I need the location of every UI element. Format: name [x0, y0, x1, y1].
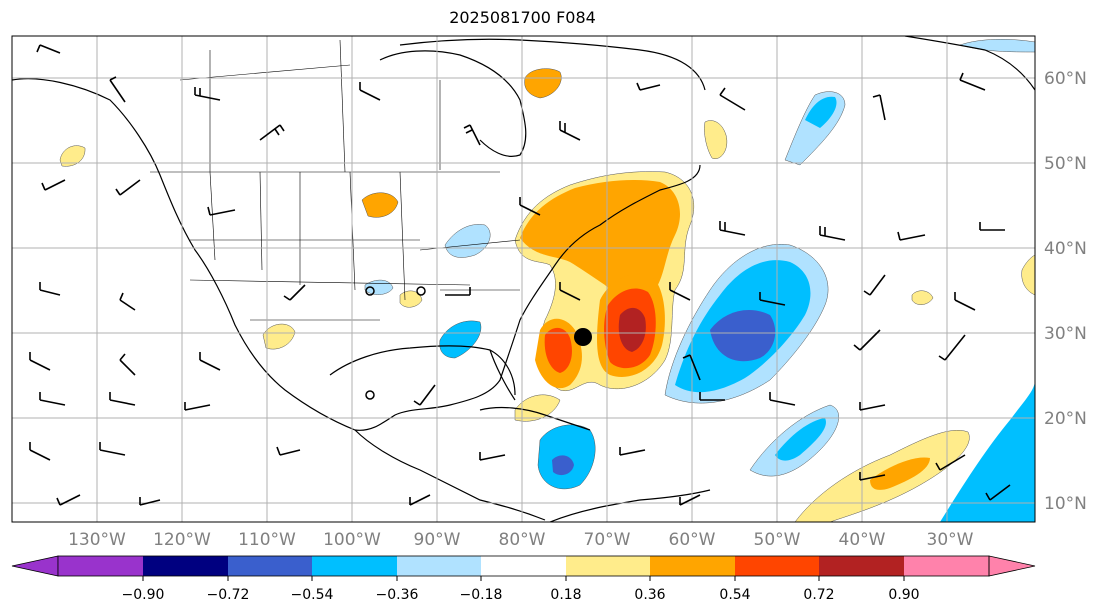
- coastlines: [12, 36, 1035, 522]
- coast-arctic: [399, 38, 706, 91]
- lat-label: 50°N: [1044, 154, 1087, 174]
- coast-cuba: [479, 406, 591, 431]
- colorbar-tick-label: 0.72: [803, 587, 834, 603]
- pos-region-edge: [1021, 254, 1035, 296]
- colorbar-extend-high: [988, 555, 1036, 577]
- colorbar-tick-label: −0.72: [207, 587, 250, 603]
- colorbar-swatch: [735, 556, 819, 576]
- pos-region-hudson: [524, 68, 562, 99]
- colorbar-swatch: [143, 556, 228, 576]
- lon-label: 30°W: [927, 530, 974, 550]
- colorbar-swatch: [228, 556, 312, 576]
- pos-region-gulf-strong: [544, 327, 572, 373]
- lon-label: 110°W: [238, 530, 296, 550]
- neg-region-southeast-us: [439, 320, 482, 359]
- colorbar-tick-label: 0.36: [634, 587, 665, 603]
- colorbar-swatch: [819, 556, 904, 576]
- pos-region-core-dark: [618, 307, 646, 352]
- pos-region-northeast-med: [520, 180, 680, 297]
- lat-label: 40°N: [1044, 239, 1087, 259]
- open-circle-marker: [365, 286, 375, 296]
- neg-region-east-med: [775, 418, 826, 461]
- lon-label: 40°W: [839, 530, 886, 550]
- gridlines: [12, 36, 1035, 522]
- colorbar-swatch: [650, 556, 735, 576]
- wind-barbs: [29, 44, 1011, 506]
- colorbar-swatch: [566, 556, 650, 576]
- neg-region-north-med: [805, 96, 837, 128]
- colorbar-tick-label: 0.90: [888, 587, 919, 603]
- coast-gulf: [329, 345, 516, 396]
- coast-hudson: [379, 50, 527, 157]
- lat-label: 10°N: [1044, 494, 1087, 514]
- coast-greenland: [904, 36, 1035, 91]
- neg-region-southeast: [940, 380, 1035, 522]
- lon-label: 60°W: [669, 530, 716, 550]
- latitude-axis: 60°N 50°N 40°N 30°N 20°N 10°N: [1044, 69, 1087, 514]
- colorbar-frame: [57, 555, 990, 577]
- pos-region-southeast-med: [870, 457, 930, 490]
- map-title: 2025081700 F084: [449, 8, 596, 27]
- colorbar-swatch: [397, 556, 481, 576]
- lon-label: 100°W: [323, 530, 381, 550]
- pos-region-midatlantic: [911, 290, 934, 305]
- neg-region-caribbean-dark: [552, 455, 574, 476]
- neg-region-lakes: [444, 224, 491, 258]
- lat-label: 30°N: [1044, 324, 1087, 344]
- open-circle-marker: [416, 286, 426, 296]
- pos-region-mexico: [262, 323, 296, 350]
- colorbar-swatch: [904, 556, 989, 576]
- coast-central-america: [354, 429, 546, 521]
- pos-region-caribbean: [514, 394, 561, 422]
- longitude-axis: 130°W 120°W 110°W 100°W 90°W 80°W 70°W 6…: [68, 530, 974, 550]
- lon-label: 50°W: [754, 530, 801, 550]
- lon-label: 130°W: [68, 530, 126, 550]
- lon-label: 70°W: [584, 530, 631, 550]
- open-circle-marker: [365, 390, 375, 400]
- lon-label: 90°W: [414, 530, 461, 550]
- lon-label: 80°W: [499, 530, 546, 550]
- colorbar-ticks: [142, 576, 905, 581]
- lat-label: 60°N: [1044, 69, 1087, 89]
- coast-florida: [489, 349, 516, 401]
- colorbar: −0.90 −0.72 −0.54 −0.36 −0.18 0.18 0.36 …: [11, 555, 1036, 603]
- colorbar-tick-label: 0.18: [550, 587, 581, 603]
- colorbar-extend-low: [11, 555, 59, 577]
- colorbar-tick-label: −0.36: [376, 587, 419, 603]
- neg-region-atlantic-dark: [710, 310, 776, 362]
- lon-label: 120°W: [153, 530, 211, 550]
- colorbar-swatch: [481, 556, 566, 576]
- pos-region-gulf-small: [399, 290, 423, 308]
- colorbar-tick-label: −0.90: [122, 587, 165, 603]
- colorbar-tick-label: 0.54: [719, 587, 750, 603]
- colorbar-tick-label: −0.54: [291, 587, 334, 603]
- map-panel: [12, 36, 1035, 522]
- colorbar-swatch: [312, 556, 397, 576]
- map-frame: [11, 35, 1036, 523]
- pos-region-alaska: [59, 145, 86, 167]
- colorbar-tick-label: −0.18: [460, 587, 503, 603]
- pos-region-labrador: [704, 120, 728, 160]
- storm-center-marker: [574, 328, 592, 346]
- coast-north-america: [12, 78, 701, 431]
- colorbar-swatch: [58, 556, 143, 576]
- lat-label: 20°N: [1044, 409, 1087, 429]
- coast-south-america: [549, 489, 711, 522]
- pos-region-plains: [361, 192, 399, 218]
